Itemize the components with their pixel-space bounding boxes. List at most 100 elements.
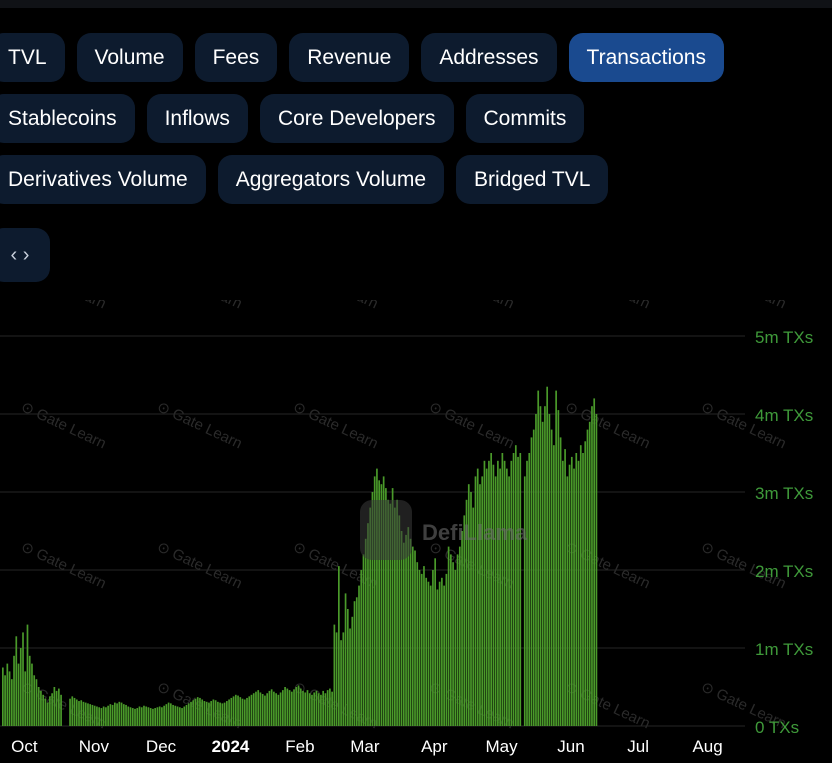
bar [167, 702, 170, 726]
bar [528, 453, 531, 726]
bar [154, 708, 157, 726]
tab-bridged-tvl[interactable]: Bridged TVL [456, 155, 609, 204]
x-tick-label: Aug [692, 737, 722, 756]
y-tick-label: 2m TXs [755, 562, 813, 581]
bar [279, 692, 282, 726]
bar [17, 663, 20, 726]
bar [407, 527, 410, 726]
bar [257, 690, 260, 726]
bar [539, 406, 542, 726]
bar [89, 704, 92, 726]
bar [308, 693, 311, 726]
bar [226, 701, 228, 726]
bar [114, 702, 116, 726]
bar [203, 701, 206, 726]
top-strip [0, 0, 832, 8]
bar [210, 701, 213, 726]
bar [579, 445, 582, 726]
bar [575, 453, 578, 726]
tab-stablecoins[interactable]: Stablecoins [0, 94, 135, 143]
bar [555, 390, 557, 726]
bar [508, 476, 510, 726]
bar [248, 696, 251, 726]
bar [199, 697, 201, 726]
bar [450, 554, 452, 726]
bar [147, 707, 150, 726]
bar [78, 701, 80, 726]
watermark-text: ⊙ Gate Learn [18, 398, 108, 452]
bar [174, 705, 177, 726]
bar [317, 693, 320, 726]
bar [156, 707, 159, 726]
watermark-text: ⊙ Gate Learn [426, 398, 516, 452]
defillama-logo: DefiLlama [360, 500, 528, 560]
metric-tabs-row-1: TVL Volume Fees Revenue Addresses Transaction… [0, 33, 724, 82]
x-tick-label: Jul [627, 737, 649, 756]
bar [326, 690, 329, 726]
bar [416, 562, 419, 726]
x-axis-labels: Oct Nov Dec 2024 Feb Mar Apr May Jun Jul Aug [11, 737, 723, 756]
bar [472, 507, 475, 726]
bar [492, 464, 495, 726]
bar [438, 581, 441, 726]
watermark-text: ⊙ Gate Learn [698, 300, 788, 312]
tab-transactions[interactable]: Transactions [568, 33, 724, 82]
tab-addresses[interactable]: Addresses [421, 33, 557, 82]
embed-code-button[interactable]: ‹ › [0, 228, 50, 282]
bar [483, 460, 486, 726]
bar [187, 703, 190, 726]
y-axis-labels: 0 TXs 1m TXs 2m TXs 3m TXs 4m TXs 5m TXs [755, 328, 813, 737]
bar [584, 441, 587, 726]
tab-fees[interactable]: Fees [194, 33, 278, 82]
bar [402, 542, 405, 726]
watermark-text: ⊙ Gate Learn [18, 538, 108, 592]
bar [194, 698, 197, 726]
bar [349, 628, 351, 726]
bar [181, 708, 183, 726]
bar [82, 701, 85, 726]
bar [299, 688, 302, 726]
tab-core-developers[interactable]: Core Developers [259, 94, 454, 143]
tab-tvl[interactable]: TVL [0, 33, 65, 82]
bar [461, 531, 463, 726]
bar [145, 706, 148, 726]
bar [420, 573, 423, 726]
bar [219, 702, 221, 726]
bar [355, 597, 358, 726]
bar [411, 546, 414, 726]
x-tick-label: May [485, 737, 518, 756]
tab-derivatives-volume[interactable]: Derivatives Volume [0, 155, 206, 204]
bar [136, 708, 139, 726]
bar [470, 492, 472, 726]
y-tick-label: 1m TXs [755, 640, 813, 659]
tab-inflows[interactable]: Inflows [146, 94, 248, 143]
bar [46, 702, 49, 726]
bar [6, 663, 9, 726]
bar [295, 687, 298, 726]
bar [192, 700, 195, 726]
bar [445, 573, 448, 726]
bar [544, 406, 546, 726]
bar [266, 693, 269, 726]
tab-volume[interactable]: Volume [76, 33, 183, 82]
bar [329, 688, 331, 726]
bar [96, 706, 98, 726]
bar [566, 476, 569, 726]
bar [161, 707, 163, 726]
bar [557, 410, 560, 726]
bar [19, 648, 22, 726]
bar [243, 699, 246, 726]
bar [237, 695, 239, 726]
bar [485, 468, 488, 726]
bar [246, 697, 248, 726]
bar [378, 480, 381, 726]
bar [506, 468, 508, 726]
metric-tabs-row-3: Derivatives Volume Aggregators Volume Brid… [0, 155, 609, 204]
tab-commits[interactable]: Commits [465, 94, 585, 143]
bar [331, 691, 333, 726]
bar [297, 685, 300, 726]
bar [364, 538, 367, 726]
tab-aggregators-volume[interactable]: Aggregators Volume [217, 155, 445, 204]
watermark-text: ⊙ Gate Learn [290, 398, 380, 452]
tab-revenue[interactable]: Revenue [289, 33, 410, 82]
